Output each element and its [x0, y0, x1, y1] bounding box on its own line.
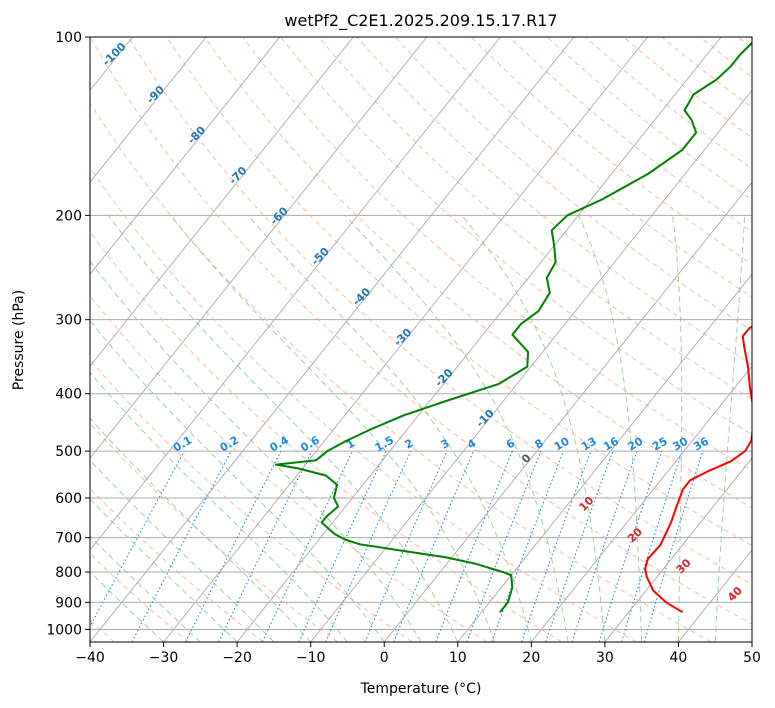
- mixing-ratio-lines: [90, 450, 704, 642]
- dry-adiabat-line: [470, 37, 752, 265]
- y-axis-label: Pressure (hPa): [11, 290, 27, 390]
- isotherm-line: [457, 273, 752, 642]
- moist-adiabat-line: [578, 215, 643, 642]
- x-tick-label: −30: [149, 650, 179, 666]
- isotherm-line: [604, 457, 752, 642]
- moist-adiabat-line: [672, 215, 683, 642]
- y-tick-label: 600: [55, 491, 82, 507]
- mixing-ratio-line: [218, 450, 313, 642]
- mixing-ratio-line: [571, 450, 638, 642]
- isotherm-line: [236, 37, 722, 642]
- isotherm-line: [90, 37, 207, 183]
- dry-adiabat-line: [90, 422, 339, 642]
- x-tick-label: 0: [380, 650, 389, 666]
- x-axis-ticks: −40 −30 −20 −10 0 10 20 30 40 50: [75, 642, 761, 666]
- isotherm-line: [90, 37, 575, 642]
- mixing-ratio-line: [364, 450, 448, 642]
- mixing-ratio-line: [520, 450, 592, 642]
- mixing-ratio-line: [90, 450, 185, 628]
- moist-adiabat-line: [170, 214, 496, 642]
- moist-adiabat-line: [90, 417, 312, 642]
- dry-adiabat-line: [547, 37, 752, 201]
- profile-series: [275, 41, 752, 614]
- dry-adiabat-line: [280, 37, 752, 436]
- x-tick-label: −40: [75, 650, 105, 666]
- dry-adiabat-line: [90, 231, 562, 642]
- moist-adiabat-line: [90, 371, 348, 642]
- y-tick-label: 800: [55, 565, 82, 581]
- x-tick-label: 10: [449, 650, 467, 666]
- moist-adiabat-line: [90, 571, 164, 642]
- isotherm-line: [751, 641, 752, 642]
- isotherm-line: [90, 37, 281, 275]
- isotherm-lines: [0, 37, 752, 642]
- y-axis-ticks: 100 200 300 400 500 600 700 800 900 1000: [46, 30, 90, 638]
- moist-adiabat-line: [247, 214, 532, 642]
- dry-adiabat-line: [90, 101, 712, 642]
- mixing-ratio-line: [545, 450, 614, 642]
- moist-adiabat-line: [461, 214, 606, 642]
- mixing-ratio-line: [325, 450, 412, 642]
- plot-background: [90, 37, 752, 642]
- isotherm-line: [90, 37, 428, 459]
- isotherm-line: [163, 37, 648, 642]
- isotherm-line: [90, 37, 501, 551]
- dry-adiabat-line: [508, 37, 752, 233]
- mixing-ratio-line: [643, 450, 704, 642]
- mixing-ratio-line: [298, 450, 387, 642]
- isotherm-line: [0, 37, 59, 642]
- y-tick-label: 400: [55, 387, 82, 403]
- moist-adiabat-line: [90, 260, 422, 642]
- plot-frame: [89, 36, 753, 643]
- x-axis-label: Temperature (°C): [360, 681, 482, 697]
- x-tick-label: 40: [670, 650, 688, 666]
- moist-adiabat-line: [90, 320, 385, 642]
- y-tick-label: 1000: [46, 622, 82, 638]
- dewpoint-profile-line: [275, 41, 752, 613]
- y-tick-label: 700: [55, 531, 82, 547]
- dry-adiabat-line: [585, 37, 752, 170]
- moist-adiabat-line: [90, 498, 238, 642]
- x-tick-label: −10: [296, 650, 326, 666]
- y-tick-label: 300: [55, 313, 82, 329]
- dry-adiabat-line: [90, 295, 488, 642]
- mixing-ratio-line: [621, 450, 683, 642]
- temperature-profile-line: [644, 325, 752, 614]
- dry-adiabat-line: [90, 487, 264, 642]
- isotherm-line: [90, 37, 354, 367]
- dry-adiabat-line: [356, 37, 752, 366]
- x-tick-label: 20: [522, 650, 540, 666]
- moist-adiabat-line: [714, 215, 746, 642]
- isotherm-line: [310, 89, 752, 642]
- dry-adiabat-line: [318, 37, 752, 400]
- chart-title: wetPf2_C2E1.2025.209.15.17.R17: [284, 11, 557, 31]
- x-tick-label: 30: [596, 650, 614, 666]
- x-tick-label: 50: [743, 650, 761, 666]
- moist-adiabat-line: [107, 215, 459, 642]
- y-tick-label: 900: [55, 595, 82, 611]
- moist-adiabat-line: [90, 459, 275, 642]
- moist-adiabat-line: [90, 535, 201, 642]
- y-tick-label: 500: [55, 444, 82, 460]
- y-tick-label: 100: [55, 30, 82, 46]
- isotherm-line: [530, 365, 752, 642]
- mixing-ratio-line: [262, 450, 353, 642]
- dry-adiabat-line: [127, 37, 752, 585]
- x-tick-label: −20: [222, 650, 252, 666]
- mixing-ratio-line: [598, 450, 663, 642]
- dry-adiabat-line: [90, 166, 637, 642]
- isotherm-line: [383, 181, 752, 642]
- dry-adiabat-line: [165, 37, 752, 547]
- dry-adiabat-line: [90, 37, 752, 625]
- y-tick-label: 200: [55, 208, 82, 224]
